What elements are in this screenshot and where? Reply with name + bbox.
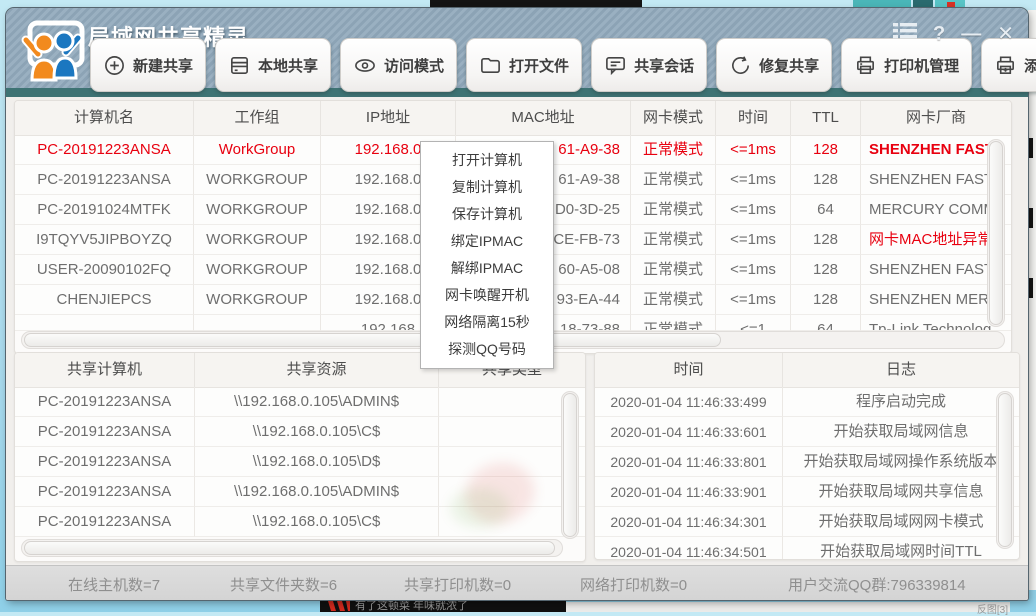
log-table-header: 时间 日志: [595, 353, 1019, 388]
table-row[interactable]: PC-20191223ANSA \\192.168.0.105\ADMIN$: [15, 477, 585, 507]
desktop-fragment-topbar: [430, 0, 642, 9]
menu-item-network-isolate[interactable]: 网络隔离15秒: [444, 314, 530, 330]
col-share-computer[interactable]: 共享计算机: [15, 353, 195, 388]
table-row-partial[interactable]: 2020-01-04 11:46:34:501 开始获取局域网时间TTL: [595, 537, 1019, 559]
menu-item-bind-ipmac[interactable]: 绑定IPMAC: [450, 233, 524, 249]
window-controls: ? — ✕: [893, 22, 1014, 45]
table-row[interactable]: PC-20191223ANSA \\192.168.0.105\C$: [15, 417, 585, 447]
menu-list-icon[interactable]: [893, 22, 918, 45]
menu-item-save-computer[interactable]: 保存计算机: [452, 206, 522, 222]
table-row[interactable]: 2020-01-04 11:46:34:301 开始获取局域网网卡模式: [595, 507, 1019, 537]
col-nic-mode[interactable]: 网卡模式: [631, 101, 716, 136]
col-mac[interactable]: MAC地址: [456, 101, 631, 136]
col-ip[interactable]: IP地址: [321, 101, 456, 136]
table-row[interactable]: PC-20191223ANSA \\192.168.0.105\D$: [15, 447, 585, 477]
status-network-printers: 网络打印机数=0: [580, 577, 688, 594]
folder-icon: [481, 57, 500, 73]
menu-item-wake-on-lan[interactable]: 网卡唤醒开机: [445, 287, 529, 303]
col-log-message[interactable]: 日志: [783, 353, 1019, 388]
col-nic-vendor[interactable]: 网卡厂商: [861, 101, 1011, 136]
desktop-fragment-teal: [913, 0, 933, 10]
local-share-button[interactable]: 本地共享: [215, 38, 332, 92]
scrollbar-thumb[interactable]: [563, 393, 577, 537]
status-qq-group: 用户交流QQ群:796339814: [788, 577, 966, 594]
table-row[interactable]: 2020-01-04 11:46:33:601 开始获取局域网信息: [595, 417, 1019, 447]
menu-item-copy-computer[interactable]: 复制计算机: [452, 179, 522, 195]
button-label: 访问模式: [384, 57, 445, 75]
col-log-time[interactable]: 时间: [595, 353, 783, 388]
table-row[interactable]: PC-20191223ANSA WorkGroup 192.168.0 61-A…: [15, 135, 1011, 165]
repair-share-button[interactable]: 修复共享: [716, 38, 833, 92]
ad-logo-icon: [328, 601, 350, 611]
toolbar: 新建共享 本地共享 访问模式 打开文件 共享会话: [90, 38, 1036, 92]
menu-item-detect-qq[interactable]: 探测QQ号码: [448, 341, 526, 357]
minimize-button[interactable]: —: [961, 22, 982, 45]
computers-table-header: 计算机名 工作组 IP地址 MAC地址 网卡模式 时间 TTL 网卡厂商: [15, 101, 1011, 136]
desktop-corner-text: 反图[3]: [976, 605, 1008, 616]
desktop-fragment-red: [947, 2, 955, 10]
close-button[interactable]: ✕: [997, 22, 1014, 45]
desktop-fragment-dash: [1029, 208, 1033, 228]
chat-icon: [606, 56, 626, 75]
plus-circle-icon: [105, 55, 124, 75]
server-icon: [231, 56, 248, 74]
app-logo-icon: [21, 20, 85, 82]
add-printer-button[interactable]: 添加打印机: [981, 38, 1036, 92]
col-time[interactable]: 时间: [716, 101, 791, 136]
button-label: 添加打印机: [1024, 57, 1036, 75]
status-shared-folders: 共享文件夹数=6: [230, 577, 338, 594]
printer-manage-button[interactable]: 打印机管理: [841, 38, 973, 92]
printer-icon: [857, 56, 875, 74]
table-row[interactable]: 2020-01-04 11:46:33:499 程序启动完成: [595, 387, 1019, 417]
button-label: 本地共享: [258, 57, 319, 75]
computers-vertical-scrollbar[interactable]: [987, 139, 1005, 327]
scrollbar-thumb[interactable]: [989, 141, 1003, 325]
col-share-resource[interactable]: 共享资源: [195, 353, 439, 388]
desktop-taskbar-fragment: [566, 602, 1010, 612]
eye-icon: [355, 58, 375, 72]
table-row[interactable]: PC-20191223ANSA \\192.168.0.105\C$: [15, 507, 585, 537]
col-computer-name[interactable]: 计算机名: [15, 101, 194, 136]
help-button[interactable]: ?: [933, 22, 946, 45]
ad-text: 有了这顿菜 年味就浓了: [355, 600, 469, 612]
printer-add-icon: [997, 56, 1015, 74]
desktop-fragment-dash: [1029, 138, 1033, 158]
desktop-fragment-right-strip: [1028, 10, 1036, 590]
desktop-bottom-strip: 有了这顿菜 年味就浓了 反图[3]: [0, 600, 1036, 616]
button-label: 打开文件: [509, 57, 570, 75]
menu-item-unbind-ipmac[interactable]: 解绑IPMAC: [450, 260, 524, 276]
table-row[interactable]: 2020-01-04 11:46:33:801 开始获取局域网操作系统版本: [595, 447, 1019, 477]
share-session-button[interactable]: 共享会话: [591, 38, 708, 92]
log-table: 时间 日志 2020-01-04 11:46:33:499 程序启动完成 202…: [594, 352, 1020, 560]
scrollbar-thumb[interactable]: [24, 333, 721, 347]
desktop-fragment-dash: [1029, 278, 1033, 298]
table-row[interactable]: PC-20191223ANSA \\192.168.0.105\ADMIN$: [15, 387, 585, 417]
button-label: 新建共享: [133, 57, 194, 75]
log-vertical-scrollbar[interactable]: [996, 391, 1014, 549]
col-ttl[interactable]: TTL: [791, 101, 861, 136]
shares-horizontal-scrollbar[interactable]: [21, 539, 563, 557]
button-label: 共享会话: [634, 57, 695, 75]
context-menu: 打开计算机 复制计算机 保存计算机 绑定IPMAC 解绑IPMAC 网卡唤醒开机…: [420, 141, 554, 369]
open-file-button[interactable]: 打开文件: [466, 38, 583, 92]
button-label: 打印机管理: [884, 57, 960, 75]
scrollbar-thumb[interactable]: [998, 393, 1012, 547]
refresh-icon: [732, 55, 750, 74]
col-workgroup[interactable]: 工作组: [194, 101, 321, 136]
status-shared-printers: 共享打印机数=0: [404, 577, 512, 594]
status-online-hosts: 在线主机数=7: [68, 577, 161, 594]
app-window: 局域网共享精灵 ? — ✕ 新建共享 本地共享: [6, 8, 1036, 600]
status-bar: 在线主机数=7 共享文件夹数=6 共享打印机数=0 网络打印机数=0 用户交流Q…: [6, 565, 1028, 600]
shares-vertical-scrollbar[interactable]: [561, 391, 579, 539]
new-share-button[interactable]: 新建共享: [90, 38, 207, 92]
shares-table: 共享计算机 共享资源 共享类型 PC-20191223ANSA \\192.16…: [14, 352, 586, 562]
desktop-ad-bar: 有了这顿菜 年味就浓了: [320, 600, 566, 612]
scrollbar-thumb[interactable]: [24, 541, 556, 555]
access-mode-button[interactable]: 访问模式: [340, 38, 458, 92]
button-label: 修复共享: [759, 57, 820, 75]
titlebar-accent-strip: [6, 88, 1028, 97]
table-row[interactable]: 2020-01-04 11:46:33:901 开始获取局域网共享信息: [595, 477, 1019, 507]
menu-item-open-computer[interactable]: 打开计算机: [452, 152, 522, 168]
